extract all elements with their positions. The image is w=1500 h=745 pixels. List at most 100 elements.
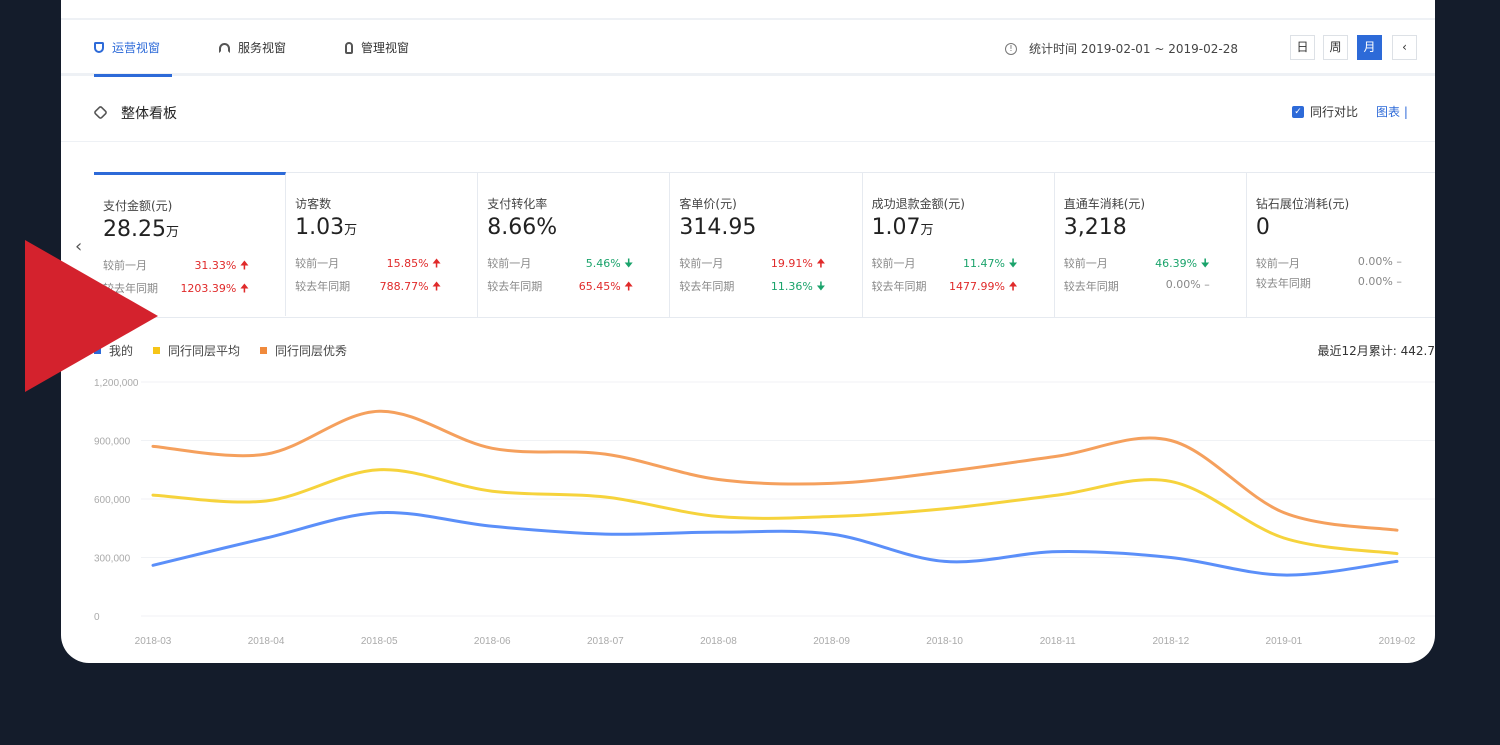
metric-mom-row: 较前一月 46.39% 🠋: [1063, 257, 1210, 270]
stat-period: ! 统计时间 2019-02-01 ~ 2019-02-28: [1005, 40, 1238, 57]
metric-label: 直通车消耗(元): [1063, 197, 1146, 211]
trend-up-icon: 🠉: [432, 257, 442, 270]
metric-card[interactable]: 客单价(元) 314.95 较前一月 19.91% 🠉 较去年同期 11.36% 🠋: [670, 173, 863, 317]
legend-label: 同行同层优秀: [275, 344, 348, 358]
metric-yoy-row: 较去年同期 0.00% –: [1255, 275, 1402, 290]
checkbox-icon[interactable]: ✓: [1292, 105, 1304, 118]
trend-flat-icon: –: [1396, 255, 1402, 268]
active-tab-indicator: [94, 74, 172, 77]
x-tick-label: 2018-10: [926, 636, 963, 647]
trend-up-icon: 🠉: [624, 280, 634, 293]
tab-service[interactable]: 服务视窗: [219, 39, 286, 56]
x-tick-label: 2018-06: [474, 636, 511, 647]
period-month-button[interactable]: 月: [1357, 35, 1382, 60]
x-tick-label: 2018-03: [135, 636, 172, 647]
metric-label: 访客数: [295, 197, 332, 211]
metric-value: 8.66%: [487, 215, 558, 240]
metric-mom-row: 较前一月 15.85% 🠉: [295, 257, 442, 270]
metric-value: 0: [1255, 215, 1270, 240]
y-tick-label: 0: [94, 612, 100, 623]
x-tick-label: 2018-09: [813, 636, 850, 647]
view-tabs: 运营视窗 服务视窗 管理视窗 ! 统计时间 2019-02-01 ~ 2019-…: [61, 18, 1435, 77]
trend-up-icon: 🠉: [432, 280, 442, 293]
period-prev-button[interactable]: ‹: [1392, 35, 1417, 60]
metric-yoy-row: 较去年同期 788.77% 🠉: [295, 280, 442, 293]
series-line-peer-average: [151, 468, 1399, 556]
metric-value: 28.25万: [103, 217, 179, 242]
y-tick-label: 900,000: [94, 437, 131, 448]
peer-compare-label: 同行对比: [1310, 105, 1359, 119]
x-tick-label: 2019-01: [1266, 636, 1303, 647]
trend-up-icon: 🠉: [1008, 280, 1018, 293]
stat-period-text: 统计时间 2019-02-01 ~ 2019-02-28: [1029, 42, 1238, 56]
trend-down-icon: 🠋: [816, 280, 826, 293]
x-tick-label: 2018-07: [587, 636, 624, 647]
tab-management[interactable]: 管理视窗: [345, 39, 409, 56]
person-icon: [345, 41, 353, 54]
metric-cards: 支付金额(元) 28.25万 较前一月 31.33% 🠉 较去年同期 1203.39% 🠉…: [94, 172, 1435, 318]
metric-value: 3,218: [1063, 215, 1127, 240]
metric-label: 钻石展位消耗(元): [1255, 197, 1350, 211]
y-tick-label: 300,000: [94, 554, 131, 565]
peer-compare-toggle[interactable]: ✓ 同行对比 图表 |: [1292, 103, 1408, 120]
metric-value: 1.07万: [871, 215, 934, 240]
metric-mom-row: 较前一月 0.00% –: [1255, 255, 1402, 270]
tab-label: 服务视窗: [238, 41, 287, 55]
metric-yoy-row: 较去年同期 11.36% 🠋: [679, 280, 826, 293]
x-tick-label: 2018-08: [700, 636, 737, 647]
tab-label: 管理视窗: [361, 41, 410, 55]
metric-mom-row: 较前一月 5.46% 🠋: [487, 257, 634, 270]
trend-down-icon: 🠋: [1008, 257, 1018, 270]
legend-swatch: [260, 347, 268, 354]
period-week-button[interactable]: 周: [1323, 35, 1348, 60]
trend-flat-icon: –: [1396, 275, 1402, 288]
metric-yoy-row: 较去年同期 1477.99% 🠉: [871, 280, 1018, 293]
metric-label: 成功退款金额(元): [871, 197, 965, 211]
x-tick-label: 2018-12: [1152, 636, 1189, 647]
x-tick-label: 2018-11: [1040, 636, 1076, 647]
series-line-mine: [151, 510, 1399, 577]
trend-flat-icon: –: [1204, 278, 1210, 291]
metric-label: 支付金额(元): [103, 199, 173, 213]
metric-card[interactable]: 支付转化率 8.66% 较前一月 5.46% 🠋 较去年同期 65.45% 🠉: [478, 173, 671, 317]
trend-up-icon: 🠉: [816, 257, 826, 270]
metric-card[interactable]: 成功退款金额(元) 1.07万较前一月 11.47% 🠋 较去年同期 1477.99% …: [863, 173, 1055, 317]
trend-down-icon: 🠋: [624, 257, 634, 270]
x-tick-label: 2018-04: [248, 636, 285, 647]
twelve-month-total: 最近12月累计: 442.7: [1317, 344, 1435, 358]
shield-icon: [94, 42, 104, 53]
info-icon: !: [1005, 42, 1017, 55]
metric-yoy-row: 较去年同期 0.00% –: [1063, 278, 1210, 293]
metric-mom-row: 较前一月 19.91% 🠉: [679, 257, 826, 270]
headset-icon: [219, 42, 230, 53]
play-arrow-icon: [25, 240, 158, 392]
y-tick-label: 600,000: [94, 495, 131, 506]
section-header: 整体看板 ✓ 同行对比 图表 |: [61, 84, 1435, 142]
chart-view-link[interactable]: 图表 |: [1376, 105, 1408, 119]
legend-item[interactable]: 同行同层平均: [153, 342, 240, 359]
dashboard-panel: 运营视窗 服务视窗 管理视窗 ! 统计时间 2019-02-01 ~ 2019-…: [61, 0, 1435, 663]
x-tick-label: 2019-02: [1379, 636, 1416, 647]
legend-item[interactable]: 同行同层优秀: [260, 342, 347, 359]
metric-card[interactable]: 钻石展位消耗(元) 0 较前一月 0.00% – 较去年同期 0.00% –: [1247, 173, 1435, 317]
metric-card[interactable]: 直通车消耗(元) 3,218 较前一月 46.39% 🠋 较去年同期 0.00% –: [1055, 173, 1247, 317]
legend-label: 同行同层平均: [168, 344, 241, 358]
trend-down-icon: 🠋: [1200, 257, 1210, 270]
tab-label: 运营视窗: [112, 41, 161, 55]
metric-card[interactable]: 访客数 1.03万较前一月 15.85% 🠉 较去年同期 788.77% 🠉: [286, 173, 479, 317]
metric-mom-row: 较前一月 11.47% 🠋: [871, 257, 1018, 270]
series-line-peer-top: [151, 409, 1399, 532]
section-title: 整体看板: [121, 106, 177, 122]
metric-yoy-row: 较去年同期 65.45% 🠉: [487, 280, 634, 293]
layers-icon: [93, 105, 108, 120]
metric-value: 1.03万: [295, 215, 358, 240]
metric-value: 314.95: [679, 215, 757, 240]
x-tick-label: 2018-05: [361, 636, 398, 647]
period-day-button[interactable]: 日: [1290, 35, 1315, 60]
metric-label: 客单价(元): [679, 197, 737, 211]
trend-up-icon: 🠉: [239, 259, 249, 272]
metric-label: 支付转化率: [487, 197, 548, 211]
trend-up-icon: 🠉: [239, 282, 249, 295]
tab-operations[interactable]: 运营视窗: [94, 39, 160, 56]
